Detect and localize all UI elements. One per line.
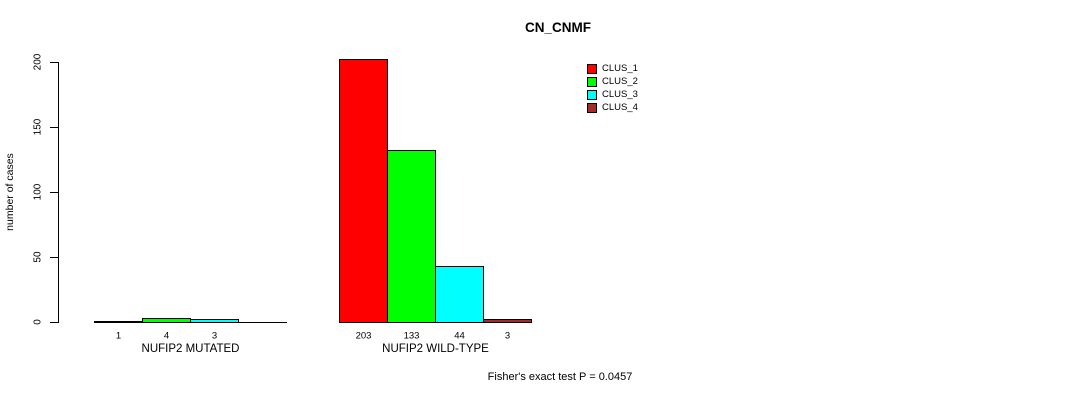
fisher-test-annotation: Fisher's exact test P = 0.0457	[487, 371, 633, 383]
bar-value-label: 4	[163, 330, 170, 342]
legend-item: CLUS_3	[587, 89, 638, 100]
bar-value-label: 44	[454, 330, 465, 342]
y-tick-label: 150	[32, 118, 44, 136]
bar-clus_4	[238, 322, 287, 323]
y-tick-label: 200	[32, 53, 44, 71]
y-tick	[50, 322, 58, 323]
bar-value-label: 3	[211, 330, 218, 342]
bar-value-label: 3	[504, 330, 511, 342]
legend-swatch-icon	[587, 76, 597, 87]
bar-value-label: 133	[403, 330, 420, 342]
bar-clus_1	[339, 59, 388, 323]
y-tick-label: 50	[32, 251, 44, 263]
legend-label: CLUS_4	[602, 102, 638, 113]
y-axis-title: number of cases	[4, 153, 16, 231]
group-label: NUFIP2 WILD-TYPE	[382, 343, 489, 355]
y-tick	[50, 192, 58, 193]
legend-item: CLUS_2	[587, 76, 638, 87]
y-tick	[50, 257, 58, 258]
legend-label: CLUS_3	[602, 89, 638, 100]
legend: CLUS_1 CLUS_2 CLUS_3 CLUS_4	[587, 63, 638, 115]
y-tick	[50, 62, 58, 63]
chart-title: CN_CNMF	[525, 20, 591, 35]
bar-clus_1	[94, 321, 143, 323]
bar-clus_3	[190, 319, 239, 323]
bar-clus_2	[142, 318, 191, 323]
y-tick-label: 0	[32, 319, 44, 325]
legend-swatch-icon	[587, 63, 597, 74]
legend-item: CLUS_4	[587, 102, 638, 113]
legend-swatch-icon	[587, 89, 597, 100]
y-tick-label: 100	[32, 183, 44, 201]
bar-clus_2	[387, 150, 436, 323]
bar-value-label: 1	[115, 330, 122, 342]
bar-clus_4	[483, 319, 532, 323]
legend-item: CLUS_1	[587, 63, 638, 74]
bar-clus_3	[435, 266, 484, 323]
group-label: NUFIP2 MUTATED	[141, 343, 240, 355]
y-tick	[50, 127, 58, 128]
legend-label: CLUS_2	[602, 76, 638, 87]
bar-value-label: 203	[355, 330, 372, 342]
legend-swatch-icon	[587, 102, 597, 113]
legend-label: CLUS_1	[602, 63, 638, 74]
y-axis-line	[58, 62, 59, 323]
